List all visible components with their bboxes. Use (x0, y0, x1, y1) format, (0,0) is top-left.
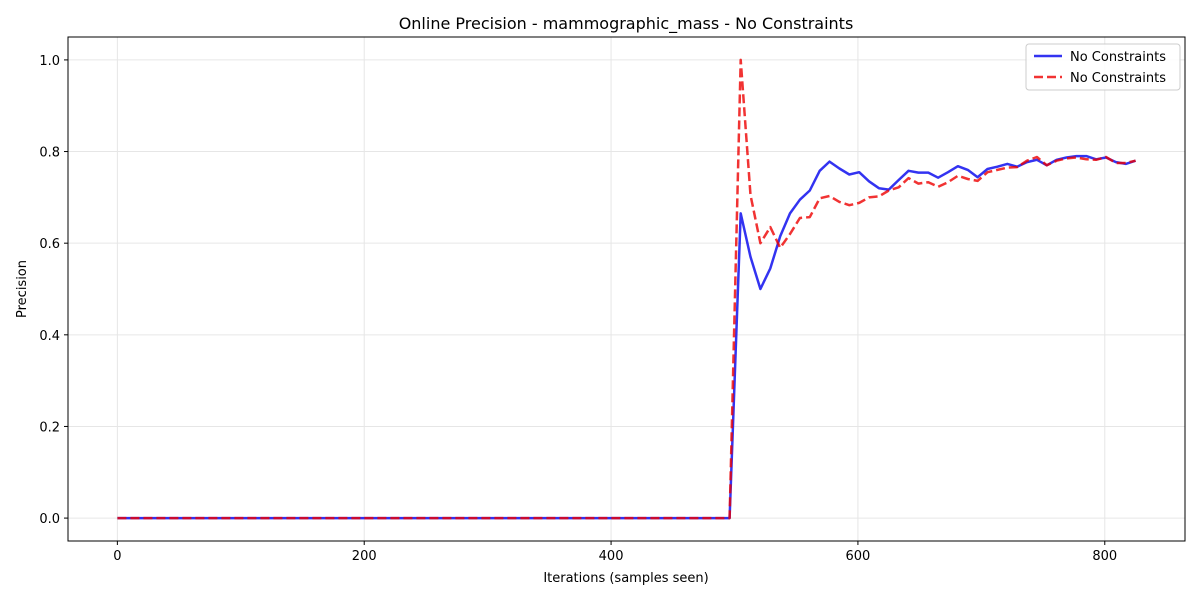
x-tick-label: 400 (599, 549, 624, 564)
series-line-dashed (117, 58, 1136, 520)
x-tick-label: 200 (352, 549, 377, 564)
legend-label-series-2: No Constraints (1070, 71, 1166, 86)
y-tick-label: 0.8 (39, 146, 60, 161)
x-axis-label: Iterations (samples seen) (543, 571, 708, 586)
y-tick-label: 1.0 (39, 54, 60, 69)
legend-label-series-1: No Constraints (1070, 50, 1166, 65)
y-axis-label: Precision (15, 260, 30, 318)
x-tick-label: 600 (846, 549, 871, 564)
y-tick-label: 0.2 (39, 420, 60, 435)
y-tick-label: 0.6 (39, 237, 60, 252)
axis-ticks: 0 200 400 600 800 0.0 0.2 0.4 0.6 0.8 1.0 (39, 54, 1117, 564)
series-lines (117, 58, 1136, 520)
legend: No Constraints No Constraints (1025, 43, 1181, 91)
plot-frame (67, 36, 1186, 542)
y-tick-label: 0.4 (39, 329, 60, 344)
y-tick-label: 0.0 (39, 512, 60, 527)
x-tick-label: 800 (1092, 549, 1117, 564)
legend-box (1025, 43, 1181, 91)
x-tick-label: 0 (113, 549, 121, 564)
chart-title: Online Precision - mammographic_mass - N… (399, 14, 854, 34)
